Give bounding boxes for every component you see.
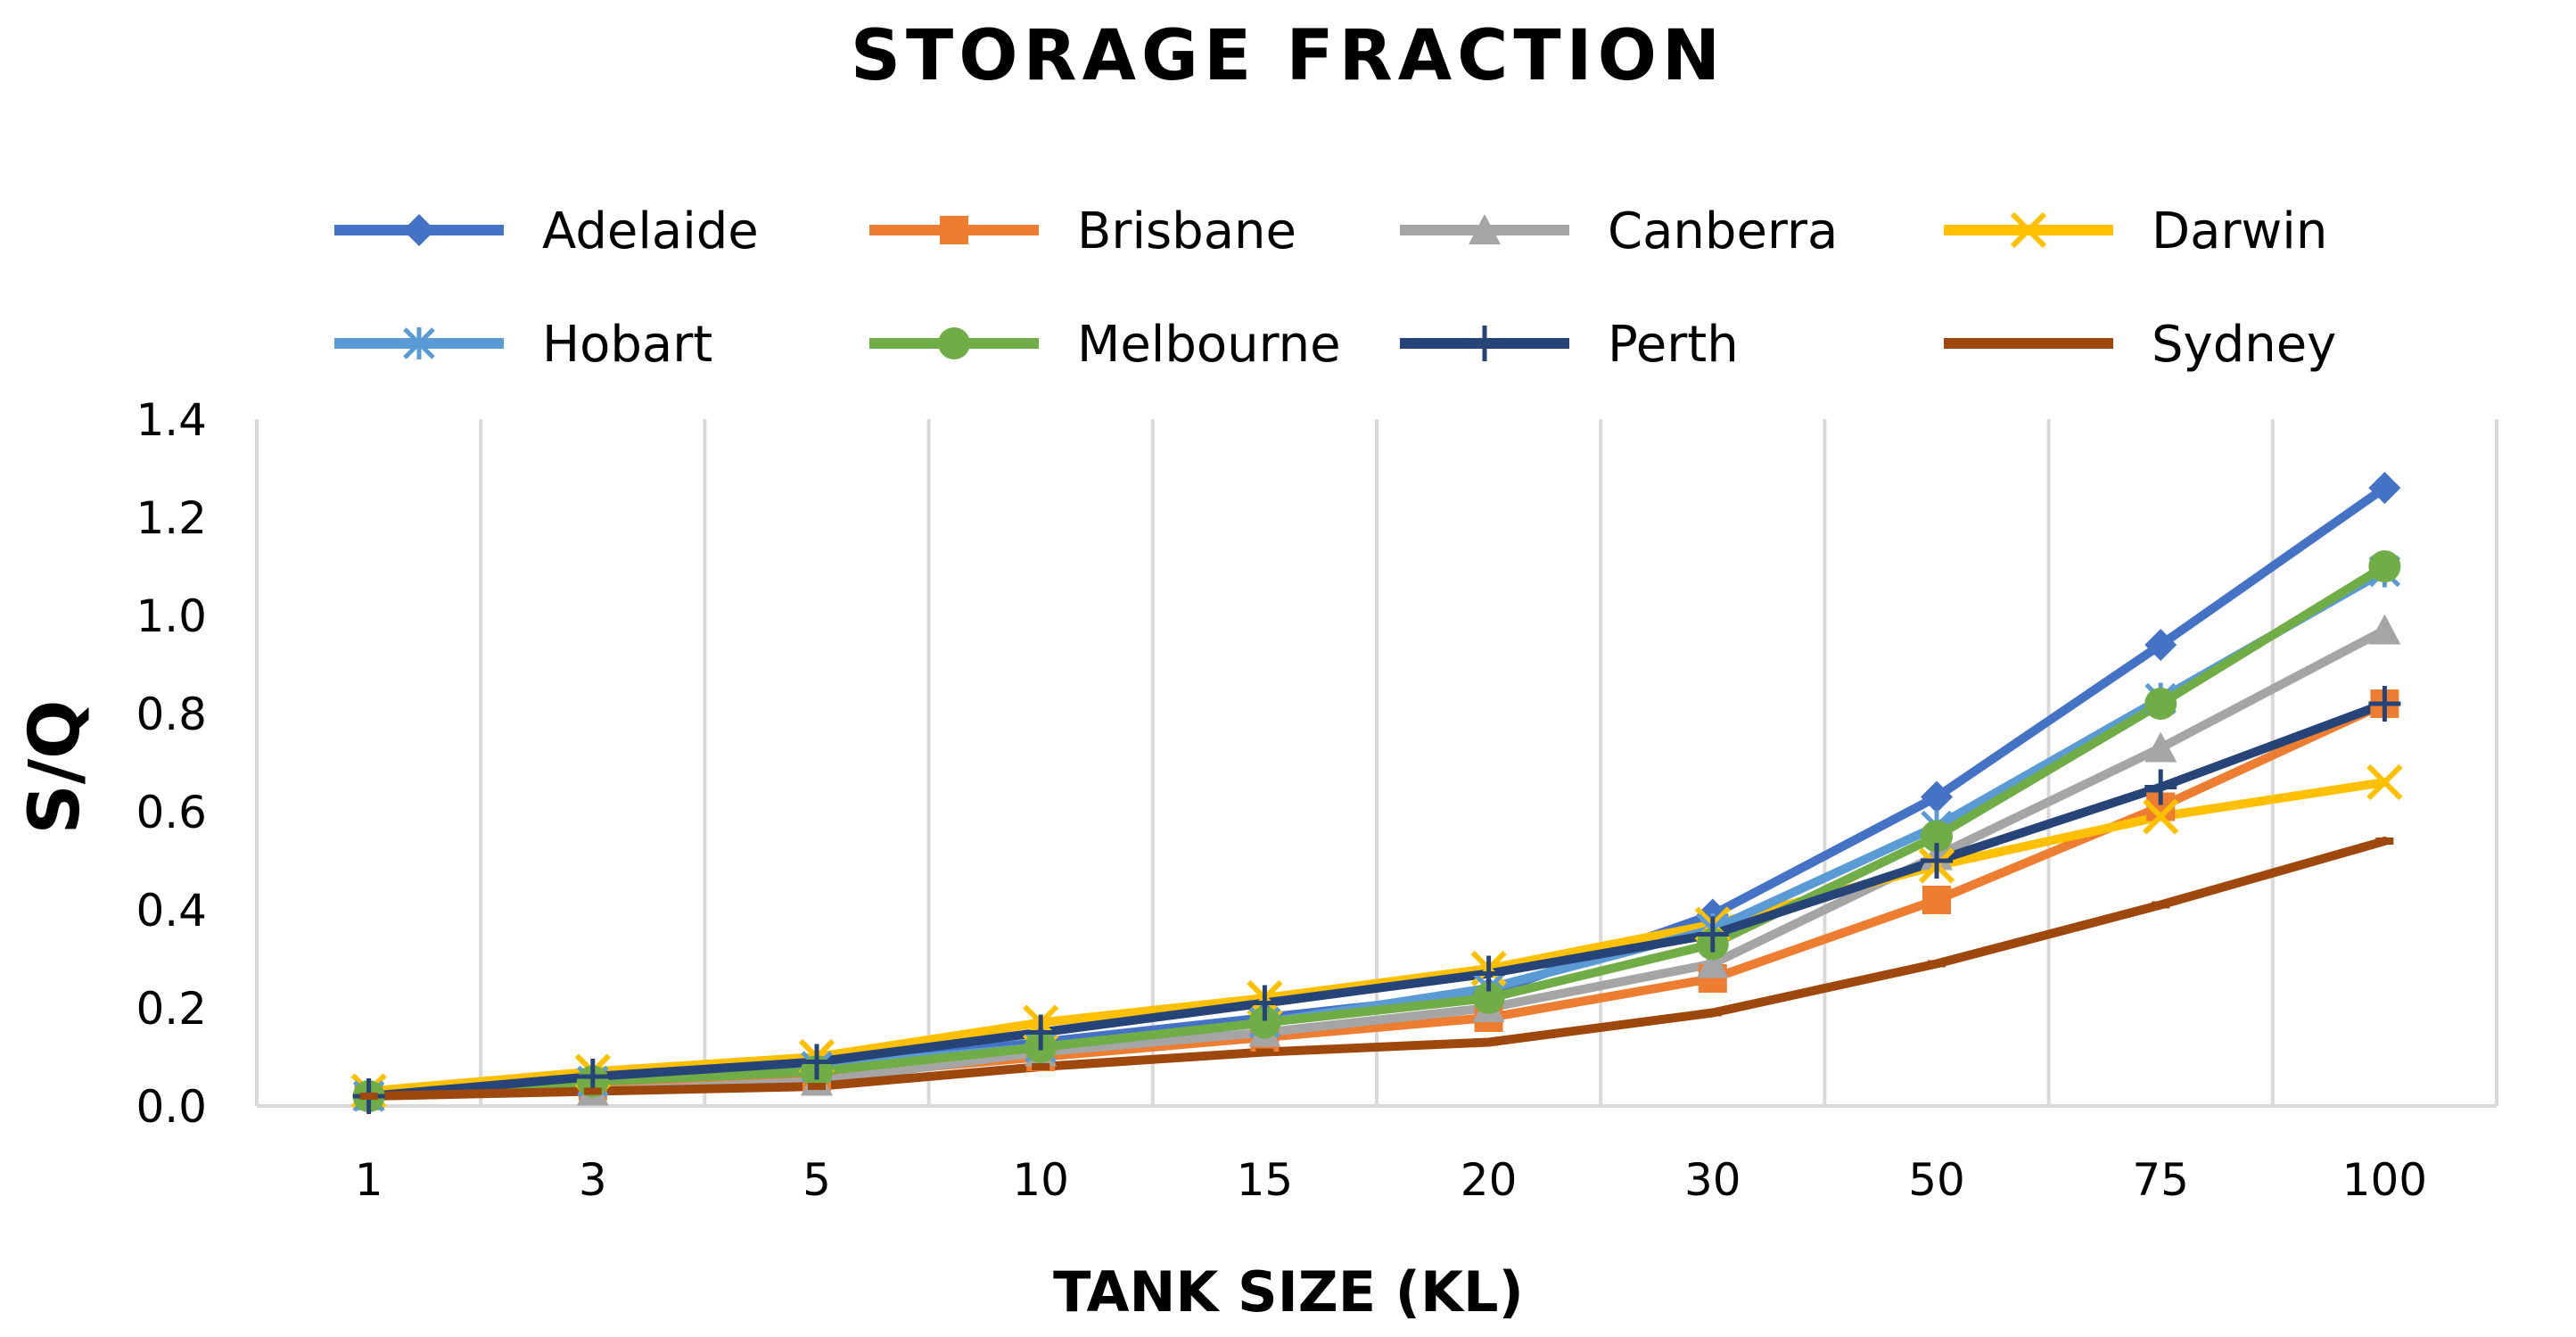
legend-marker (2010, 211, 2047, 249)
legend-label: Hobart (542, 316, 712, 374)
data-point-perth (1248, 985, 1281, 1021)
series-line-brisbane (364, 699, 2390, 1101)
x-tick-label: 5 (802, 1154, 831, 1206)
legend-item-hobart: Hobart (334, 316, 712, 374)
legend-item-canberra: Canberra (1400, 202, 1838, 260)
series-line-darwin (364, 778, 2390, 1096)
x-tick-label: 10 (1012, 1154, 1069, 1206)
legend-item-melbourne: Melbourne (869, 316, 1341, 374)
data-point-melbourne (1248, 1006, 1281, 1039)
legend-marker (938, 327, 970, 359)
legend-label: Brisbane (1077, 202, 1296, 260)
legend-item-perth: Perth (1400, 316, 1739, 374)
data-point-melbourne (1921, 820, 1953, 853)
series-markers (350, 472, 2403, 1114)
data-point-perth (1696, 916, 1729, 953)
data-point-darwin (2366, 763, 2403, 801)
series-line-perth (364, 699, 2390, 1101)
x-tick-label: 75 (2132, 1154, 2189, 1206)
legend-label: Darwin (2152, 202, 2327, 260)
data-point-adelaide (2144, 629, 2177, 661)
y-tick-label: 0.0 (136, 1081, 207, 1133)
data-point-adelaide (1921, 780, 1953, 813)
data-point-brisbane (1922, 886, 1951, 914)
data-point-perth (2144, 769, 2177, 805)
data-point-perth (1921, 843, 1953, 879)
y-axis-title: S/Q (15, 700, 95, 835)
y-tick-label: 1.0 (136, 590, 207, 642)
y-tick-label: 0.2 (136, 983, 207, 1035)
tick-labels: 0.0 0.2 0.4 0.6 0.8 1.0 1.2 1.4 1 3 5 10 15 20 30 50 75 1… (136, 394, 2427, 1206)
x-axis-title: TANK SIZE (KL) (1053, 1259, 1524, 1325)
legend-marker (940, 216, 968, 244)
x-tick-label: 20 (1461, 1154, 1518, 1206)
legend-label: Melbourne (1077, 316, 1341, 374)
legend-label: Sydney (2152, 316, 2336, 374)
legend-item-darwin: Darwin (1944, 202, 2327, 260)
legend-label: Perth (1608, 316, 1739, 374)
x-tick-label: 50 (1908, 1154, 1965, 1206)
y-tick-label: 0.8 (136, 689, 207, 740)
y-tick-label: 1.2 (136, 492, 207, 544)
series-lines (364, 483, 2390, 1101)
axes (255, 419, 2497, 1108)
data-point-darwin (2143, 798, 2179, 835)
data-point-adelaide (2368, 472, 2401, 504)
legend-label: Adelaide (542, 202, 759, 260)
data-point-melbourne (2144, 688, 2177, 720)
data-point-melbourne (2368, 550, 2401, 582)
chart-title: STORAGE FRACTION (850, 16, 1726, 96)
data-point-canberra (2368, 614, 2401, 645)
x-tick-label: 100 (2342, 1154, 2427, 1206)
data-point-perth (1472, 955, 1505, 992)
x-tick-label: 30 (1684, 1154, 1741, 1206)
x-tick-label: 1 (355, 1154, 383, 1206)
data-point-canberra (2144, 731, 2177, 763)
series-line-melbourne (364, 562, 2390, 1101)
data-point-perth (1025, 1014, 1058, 1051)
y-tick-label: 0.6 (136, 787, 207, 838)
legend-marker (403, 214, 435, 246)
legend-item-sydney: Sydney (1944, 316, 2336, 374)
x-tick-label: 3 (579, 1154, 607, 1206)
data-point-perth (2368, 686, 2401, 722)
y-tick-label: 1.4 (136, 394, 207, 446)
series-line-sydney (364, 837, 2390, 1101)
legend-item-adelaide: Adelaide (334, 202, 759, 260)
data-point-melbourne (1472, 982, 1505, 1014)
legend: Adelaide Brisbane Canberra Darwin Hobart Melb… (334, 202, 2336, 374)
data-point-perth (801, 1044, 833, 1080)
legend-marker (1469, 214, 1501, 244)
legend-label: Canberra (1608, 202, 1838, 260)
x-tick-label: 15 (1237, 1154, 1294, 1206)
data-point-canberra (1696, 947, 1729, 978)
legend-marker (1469, 326, 1501, 361)
y-tick-label: 0.4 (136, 885, 207, 937)
legend-marker (403, 327, 435, 359)
legend-item-brisbane: Brisbane (869, 202, 1296, 260)
